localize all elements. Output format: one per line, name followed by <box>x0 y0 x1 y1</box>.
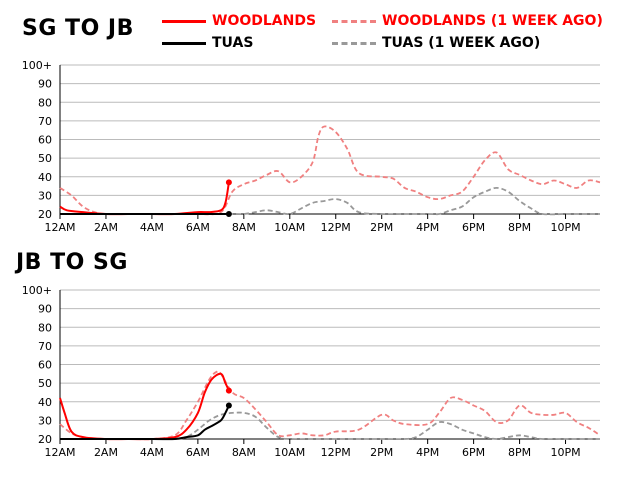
x-tick-label: 6PM <box>462 446 485 459</box>
y-tick-label: 80 <box>38 96 52 109</box>
legend-swatch-tuas <box>162 42 206 45</box>
y-tick-label: 30 <box>38 414 52 427</box>
series-line-tuas <box>60 405 230 441</box>
x-tick-label: 4PM <box>416 221 439 234</box>
jb-to-sg-chart: 20 30 40 50 60 70 80 90 100+ 12AM 2AM 4AM 6AM 8AM 10AM… <box>22 284 601 459</box>
y-tick-label: 50 <box>38 152 52 165</box>
legend-label-tuas-week: TUAS (1 WEEK AGO) <box>382 35 541 51</box>
x-tick-label: 2PM <box>370 446 393 459</box>
y-tick-label: 20 <box>38 208 52 221</box>
x-tick-label: 2AM <box>94 221 118 234</box>
series-line-woodlands <box>59 182 230 216</box>
chart-title-sg-to-jb: SG TO JB <box>22 16 134 41</box>
y-tick-label: 100+ <box>22 284 52 297</box>
legend-label-woodlands-week: WOODLANDS (1 WEEK AGO) <box>382 13 603 29</box>
x-tick-label: 10PM <box>550 221 580 234</box>
chart-title-jb-to-sg: JB TO SG <box>16 250 128 275</box>
y-tick-label: 20 <box>38 433 52 446</box>
x-tick-label: 12PM <box>321 221 351 234</box>
x-tick-label: 6AM <box>186 446 210 459</box>
y-tick-label: 100+ <box>22 59 52 72</box>
x-tick-label: 4PM <box>416 446 439 459</box>
y-tick-label: 80 <box>38 321 52 334</box>
x-tick-label: 4AM <box>140 221 164 234</box>
x-tick-label: 12AM <box>44 221 75 234</box>
y-tick-label: 90 <box>38 78 52 91</box>
y-tick-label: 40 <box>38 396 52 409</box>
x-tick-label: 10AM <box>274 221 305 234</box>
sg-to-jb-chart: 20 30 40 50 60 70 80 90 100+ 12AM 2AM 4AM 6AM 8AM 10AM… <box>22 59 601 234</box>
y-tick-label: 60 <box>38 134 52 147</box>
legend-swatch-woodlands <box>162 20 206 23</box>
y-tick-label: 60 <box>38 359 52 372</box>
y-tick-label: 50 <box>38 377 52 390</box>
series-line-tuas-1-week-ago <box>60 187 600 216</box>
x-tick-label: 2PM <box>370 221 393 234</box>
x-tick-label: 2AM <box>94 446 118 459</box>
series-endpoint-tuas <box>225 402 232 409</box>
series-endpoint-woodlands <box>225 387 232 394</box>
x-tick-label: 8PM <box>508 446 531 459</box>
x-tick-label: 6AM <box>186 221 210 234</box>
x-tick-label: 8PM <box>508 221 531 234</box>
y-tick-label: 70 <box>38 115 52 128</box>
x-tick-label: 6PM <box>462 221 485 234</box>
legend-swatch-woodlands-week <box>332 20 376 23</box>
x-tick-label: 10AM <box>274 446 305 459</box>
series-line-woodlands <box>59 372 230 441</box>
legend-swatch-tuas-week <box>332 42 376 45</box>
x-tick-label: 10PM <box>550 446 580 459</box>
series-line-tuas-1-week-ago <box>60 411 600 441</box>
y-tick-label: 70 <box>38 340 52 353</box>
y-tick-label: 40 <box>38 171 52 184</box>
legend-label-woodlands: WOODLANDS <box>212 13 317 29</box>
y-tick-label: 90 <box>38 303 52 316</box>
series-endpoint-tuas <box>225 211 232 217</box>
legend-label-tuas: TUAS <box>212 35 254 51</box>
series-line-woodlands-1-week-ago <box>59 370 601 441</box>
x-tick-label: 4AM <box>140 446 164 459</box>
x-tick-label: 8AM <box>232 446 256 459</box>
y-tick-label: 30 <box>38 189 52 202</box>
x-tick-label: 12PM <box>321 446 351 459</box>
x-tick-label: 8AM <box>232 221 256 234</box>
x-tick-label: 12AM <box>44 446 75 459</box>
series-endpoint-woodlands <box>225 179 232 186</box>
